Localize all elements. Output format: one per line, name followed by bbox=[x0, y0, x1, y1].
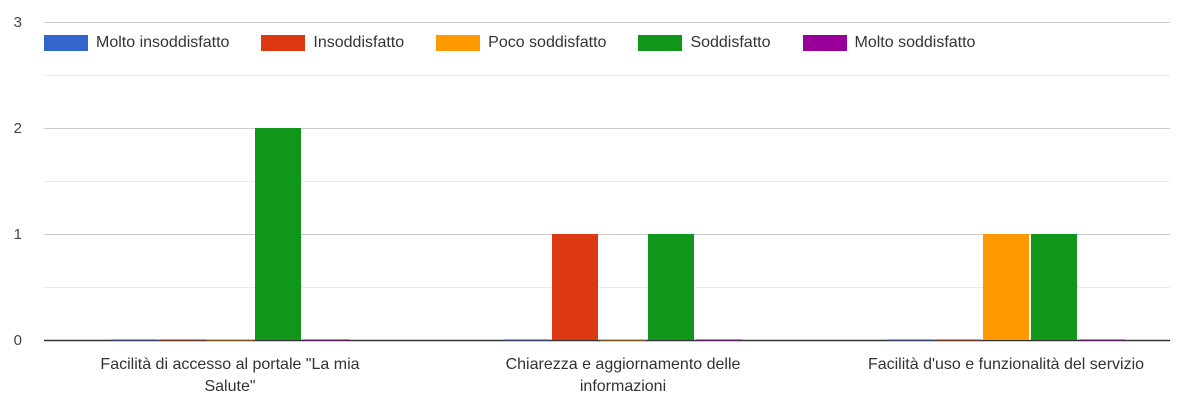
legend-item-insoddisfatto[interactable]: Insoddisfatto bbox=[261, 34, 404, 52]
legend-label: Molto soddisfatto bbox=[854, 34, 976, 51]
bar[interactable] bbox=[207, 339, 253, 341]
x-category-label-line: Chiarezza e aggiornamento delle bbox=[506, 356, 741, 373]
legend-swatch bbox=[261, 35, 306, 51]
legend-swatch bbox=[802, 35, 847, 51]
y-tick-label: 1 bbox=[14, 226, 22, 243]
y-tick-label: 0 bbox=[14, 332, 22, 349]
legend-item-soddisfatto[interactable]: Soddisfatto bbox=[638, 34, 771, 52]
legend-label: Soddisfatto bbox=[690, 34, 771, 51]
bar[interactable] bbox=[648, 234, 694, 340]
bar[interactable] bbox=[600, 339, 646, 341]
bar[interactable] bbox=[111, 339, 157, 341]
bar[interactable] bbox=[1079, 339, 1125, 341]
x-category-label-line: Facilità d'uso e funzionalità del serviz… bbox=[868, 356, 1144, 373]
chart-gridlines bbox=[44, 22, 1170, 342]
x-category-label-line: Salute" bbox=[204, 378, 255, 395]
bar[interactable] bbox=[303, 339, 349, 341]
legend-swatch bbox=[638, 35, 683, 51]
chart-legend: Molto insoddisfatto Insoddisfatto Poco s… bbox=[44, 34, 1007, 52]
bar[interactable] bbox=[696, 339, 742, 341]
x-category-label-line: informazioni bbox=[580, 378, 666, 395]
bar[interactable] bbox=[552, 234, 598, 340]
y-axis-ticks: 0 1 2 3 bbox=[14, 14, 22, 349]
legend-label: Molto insoddisfatto bbox=[96, 34, 230, 51]
x-category-label: Facilità d'uso e funzionalità del serviz… bbox=[868, 356, 1144, 373]
chart-bars bbox=[111, 128, 1125, 341]
bar[interactable] bbox=[255, 128, 301, 340]
legend-label: Insoddisfatto bbox=[313, 34, 405, 51]
bar[interactable] bbox=[1031, 234, 1077, 340]
x-category-label: Chiarezza e aggiornamento delle informazi… bbox=[506, 356, 741, 395]
x-axis-labels: Facilità di accesso al portale "La mia Sa… bbox=[100, 356, 1144, 395]
x-category-label-line: Facilità di accesso al portale "La mia bbox=[100, 356, 359, 373]
legend-item-molto-insoddisfatto[interactable]: Molto insoddisfatto bbox=[44, 34, 229, 52]
legend-item-molto-soddisfatto[interactable]: Molto soddisfatto bbox=[802, 34, 976, 52]
bar[interactable] bbox=[983, 234, 1029, 340]
legend-swatch bbox=[436, 35, 481, 51]
x-category-label: Facilità di accesso al portale "La mia Sa… bbox=[100, 356, 359, 395]
bar[interactable] bbox=[159, 339, 205, 341]
y-tick-label: 3 bbox=[14, 14, 22, 31]
y-tick-label: 2 bbox=[14, 120, 22, 137]
legend-item-poco-soddisfatto[interactable]: Poco soddisfatto bbox=[436, 34, 606, 52]
bar[interactable] bbox=[935, 339, 981, 341]
bar[interactable] bbox=[887, 339, 933, 341]
bar[interactable] bbox=[504, 339, 550, 341]
legend-label: Poco soddisfatto bbox=[488, 34, 607, 51]
legend-swatch bbox=[44, 35, 88, 51]
